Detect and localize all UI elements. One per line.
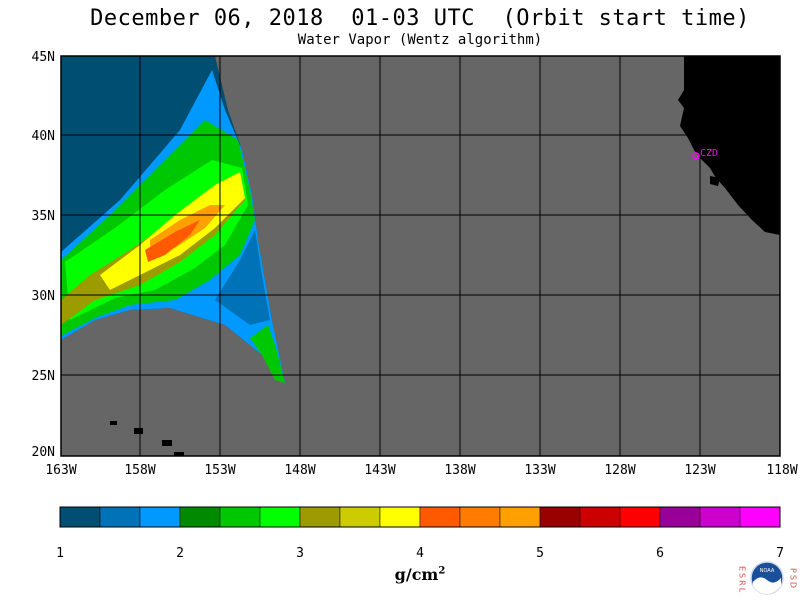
west-coast-land — [678, 56, 780, 235]
colorbar-swatch — [579, 506, 621, 528]
colorbar-frame — [59, 506, 781, 528]
lon-label: 138W — [444, 463, 475, 478]
lon-label: 128W — [604, 463, 635, 478]
lon-label: 153W — [204, 463, 235, 478]
hawaiian-islands — [110, 421, 184, 456]
lon-label: 143W — [364, 463, 395, 478]
colorbar-tick: 4 — [416, 546, 424, 561]
logo-right-letters: PSD — [789, 568, 798, 590]
lat-label: 45N — [32, 50, 55, 65]
station-label: CZD — [700, 148, 718, 159]
colorbar-tick: 3 — [296, 546, 304, 561]
colorbar-swatch — [419, 506, 461, 528]
island-oahu — [134, 428, 143, 434]
colorbar-swatch — [539, 506, 581, 528]
lon-label: 148W — [284, 463, 315, 478]
colorbar-swatch — [339, 506, 381, 528]
colorbar-swatch — [219, 506, 261, 528]
colorbar-swatches — [59, 506, 781, 528]
colorbar-swatch — [299, 506, 341, 528]
colorbar-swatch — [59, 506, 101, 528]
lat-label: 40N — [32, 129, 55, 144]
map-subtitle: Water Vapor (Wentz algorithm) — [297, 32, 543, 48]
colorbar-unit-base: g/cm — [394, 565, 439, 584]
colorbar-swatch — [179, 506, 221, 528]
lon-label: 158W — [124, 463, 155, 478]
colorbar-tick: 2 — [176, 546, 184, 561]
colorbar-swatch — [379, 506, 421, 528]
lon-label: 133W — [524, 463, 555, 478]
colorbar-swatch — [139, 506, 181, 528]
colorbar-swatch — [259, 506, 301, 528]
colorbar-tick-labels: 1 2 3 4 5 6 7 — [56, 546, 784, 561]
island-kauai — [110, 421, 117, 425]
lon-labels: 163W 158W 153W 148W 143W 138W 133W 128W … — [45, 463, 797, 478]
data-swath — [61, 56, 285, 383]
colorbar-swatch — [659, 506, 701, 528]
colorbar-swatch — [459, 506, 501, 528]
lon-label: 118W — [766, 463, 797, 478]
colorbar-swatch — [99, 506, 141, 528]
swath-orange-red — [145, 220, 200, 262]
map-frame — [60, 55, 781, 457]
colorbar-tick: 6 — [656, 546, 664, 561]
lon-label: 123W — [684, 463, 715, 478]
colorbar-tick: 7 — [776, 546, 784, 561]
map-title: December 06, 2018 01-03 UTC (Orbit start… — [90, 6, 750, 31]
colorbar-swatch — [739, 506, 781, 528]
colorbar-tick: 1 — [56, 546, 64, 561]
noaa-esrl-psd-logo: ESRL NOAA PSD — [736, 556, 798, 600]
lat-label: 30N — [32, 289, 55, 304]
swath-green-tail — [250, 325, 285, 383]
sf-bay-land — [710, 176, 720, 186]
station-marker — [692, 152, 700, 160]
noaa-badge: NOAA — [760, 568, 775, 574]
colorbar-unit: g/cm2 — [380, 565, 460, 584]
lat-label: 25N — [32, 369, 55, 384]
lat-label: 35N — [32, 209, 55, 224]
lat-label: 20N — [32, 445, 55, 460]
colorbar-swatch — [499, 506, 541, 528]
island-maui — [162, 440, 172, 446]
colorbar-unit-exponent: 2 — [438, 565, 446, 577]
colorbar-swatch — [619, 506, 661, 528]
colorbar-swatch — [699, 506, 741, 528]
lon-label: 163W — [45, 463, 76, 478]
lat-labels: 45N 40N 35N 30N 25N 20N — [32, 50, 55, 460]
graticule — [61, 56, 780, 456]
swath-mid-blue — [215, 230, 270, 325]
colorbar-tick: 5 — [536, 546, 544, 561]
logo-left-letters: ESRL — [738, 566, 747, 594]
island-hawaii — [174, 452, 184, 456]
